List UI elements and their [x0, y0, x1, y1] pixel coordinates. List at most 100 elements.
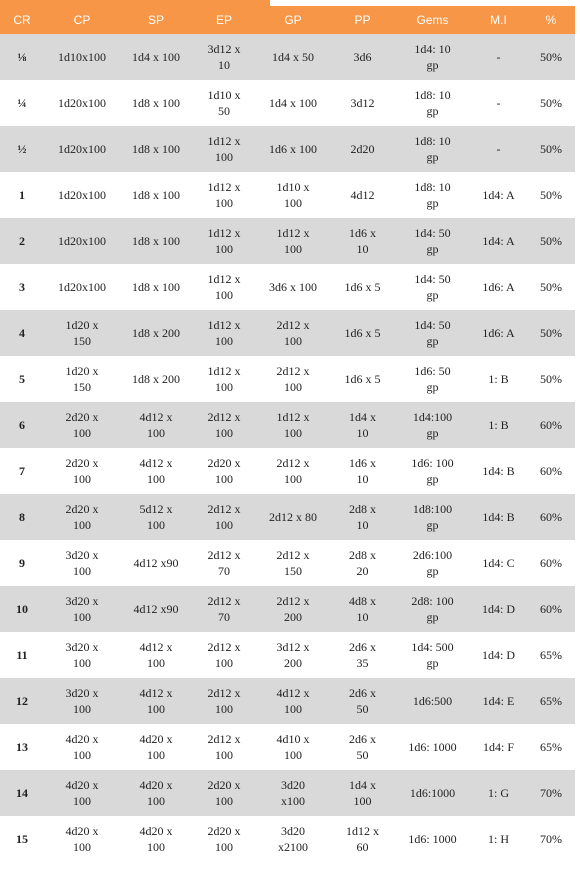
table-cell: 2d12 x 100 — [207, 640, 241, 670]
table-cell: 1d6: A — [482, 280, 515, 294]
table-row: 1 1d20x100 1d8 x 100 1d12 x 100 1d10 x 100 4d… — [0, 172, 575, 218]
header-cell: % — [527, 6, 575, 34]
table-cell: 2d12 x 70 — [192, 586, 256, 632]
table-cell: 2d6:100 gp — [412, 548, 453, 578]
table-cell: 1d4: E — [470, 678, 527, 724]
table-cell: 1d8 x 100 — [120, 218, 192, 264]
cr-cell: 13 — [16, 740, 28, 754]
cr-cell: ¼ — [17, 96, 27, 110]
table-cell: 1d6: 1000 — [408, 740, 457, 754]
table-cell: 1d12 x 100 — [192, 218, 256, 264]
table-row: 6 2d20 x 100 4d12 x 100 2d12 x 100 1d12 x 10… — [0, 402, 575, 448]
table-cell: 2d12 x 100 — [192, 494, 256, 540]
cr-cell: 4 — [0, 310, 44, 356]
table-cell: 1d10x100 — [44, 34, 120, 80]
table-cell: 3d6 — [330, 34, 395, 80]
table-cell: 4d10 x 100 — [276, 732, 310, 762]
header-cell: CR — [0, 6, 44, 34]
table-cell: 50% — [540, 372, 562, 386]
table-cell: 50% — [527, 218, 575, 264]
table-row: ⅛ 1d10x100 1d4 x 100 3d12 x 10 1d4 x 50 3d6 1d… — [0, 34, 575, 80]
table-cell: 2d20 x 100 — [207, 456, 241, 486]
table-cell: 2d20 x 100 — [44, 402, 120, 448]
table-cell: 3d20 x2100 — [278, 824, 308, 854]
table-cell: 1d4 x 10 — [330, 402, 395, 448]
table-cell: 65% — [527, 678, 575, 724]
table-cell: 1d4: B — [470, 494, 527, 540]
table-cell: 1d4: 50 gp — [395, 218, 470, 264]
table-cell: 1d4: F — [482, 740, 514, 754]
table-cell: 2d12 x 100 — [207, 732, 241, 762]
table-cell: 3d12 x 200 — [276, 640, 310, 670]
table-cell: 1d4 x 100 — [120, 34, 192, 80]
table-cell: 1d6 x 5 — [344, 280, 381, 294]
table-cell: 2d20 x 100 — [65, 456, 99, 486]
table-cell: 1d8 x 200 — [132, 372, 180, 386]
table-row: ¼ 1d20x100 1d8 x 100 1d10 x 50 1d4 x 100 3d12… — [0, 80, 575, 126]
table-row: 7 2d20 x 100 4d12 x 100 2d20 x 100 2d12 x 10… — [0, 448, 575, 494]
table-cell: 2d20 — [330, 126, 395, 172]
table-cell: 4d20 x 100 — [65, 824, 99, 854]
header-row: CR CP SP EP GP PP Gems M.I% — [0, 6, 575, 34]
table-cell: 1d6 x 100 — [256, 126, 330, 172]
table-cell: - — [470, 126, 527, 172]
table-cell: 1d6: 1000 — [408, 832, 457, 846]
cr-cell: 5 — [19, 372, 25, 386]
table-cell: 1d6:500 — [395, 678, 470, 724]
table-cell: 60% — [527, 494, 575, 540]
table-cell: 1d4: A — [482, 188, 515, 202]
cr-cell: 7 — [19, 464, 25, 478]
table-cell: 4d12 x 100 — [120, 402, 192, 448]
table-cell: 2d6 x 35 — [349, 640, 376, 670]
table-cell: 3d20 x 100 — [44, 586, 120, 632]
table-cell: 60% — [540, 556, 562, 570]
header-cell: EP — [192, 6, 256, 34]
table-row: 5 1d20 x 150 1d8 x 200 1d12 x 100 2d12 x 100… — [0, 356, 575, 402]
table-cell: 3d12 — [350, 96, 375, 110]
table-cell: 4d12 x90 — [120, 586, 192, 632]
table-cell: 2d6 x 50 — [330, 678, 395, 724]
table-cell: 1d4:100 gp — [395, 402, 470, 448]
table-cell: 4d20 x 100 — [120, 770, 192, 816]
table-row: 8 2d20 x 100 5d12 x 100 2d12 x 100 2d12 x 80… — [0, 494, 575, 540]
cr-cell: 6 — [0, 402, 44, 448]
table-cell: 2d12 x 70 — [207, 548, 241, 578]
table-cell: 1: G — [470, 770, 527, 816]
table-cell: 2d20 x 100 — [207, 824, 241, 854]
table-cell: 50% — [540, 280, 562, 294]
top-strip — [0, 0, 270, 6]
table-cell: 1d8: 10 gp — [395, 126, 470, 172]
table-cell: 50% — [527, 310, 575, 356]
table-cell: 1d8 x 100 — [120, 126, 192, 172]
table-cell: 1d20x100 — [58, 96, 106, 110]
table-cell: 4d20 x 100 — [139, 732, 173, 762]
table-cell: 4d8 x 10 — [330, 586, 395, 632]
table-cell: 2d12 x 100 — [256, 310, 330, 356]
table-cell: 1d12 x 100 — [256, 218, 330, 264]
table-cell: 50% — [527, 126, 575, 172]
table-cell: 3d20 x 100 — [44, 678, 120, 724]
table-cell: 4d12 — [350, 188, 375, 202]
table-cell: 1d4: 50 gp — [414, 272, 451, 302]
table-cell: 1d6: 50 gp — [414, 364, 451, 394]
table-row: 3 1d20x100 1d8 x 100 1d12 x 100 3d6 x 100 1d6… — [0, 264, 575, 310]
table-cell: 1d4: D — [482, 648, 515, 662]
table-cell: 1d4: D — [470, 586, 527, 632]
table-cell: 1d20x100 — [58, 280, 106, 294]
table-cell: 1d4: 50 gp — [395, 310, 470, 356]
table-cell: 1d8 x 100 — [132, 188, 180, 202]
table-cell: 1d6:1000 — [395, 770, 470, 816]
table-cell: 1d4: 500 gp — [411, 640, 454, 670]
header-cell: Gems — [395, 6, 470, 34]
treasure-table: CR CP SP EP GP PP Gems M.I% ⅛ 1d10x100 1d4 x 100 3… — [0, 6, 575, 862]
table-cell: 1d20x100 — [44, 218, 120, 264]
table-cell: 4d12 x 100 — [120, 678, 192, 724]
table-cell: 4d12 x90 — [133, 556, 179, 570]
table-cell: 70% — [527, 770, 575, 816]
table-row: 2 1d20x100 1d8 x 100 1d12 x 100 1d12 x 100 1d… — [0, 218, 575, 264]
table-cell: 2d8 x 10 — [330, 494, 395, 540]
table-cell: 1d12 x 100 — [192, 126, 256, 172]
table-cell: 1d6 x 5 — [330, 310, 395, 356]
table-cell: 4d20 x 100 — [139, 824, 173, 854]
